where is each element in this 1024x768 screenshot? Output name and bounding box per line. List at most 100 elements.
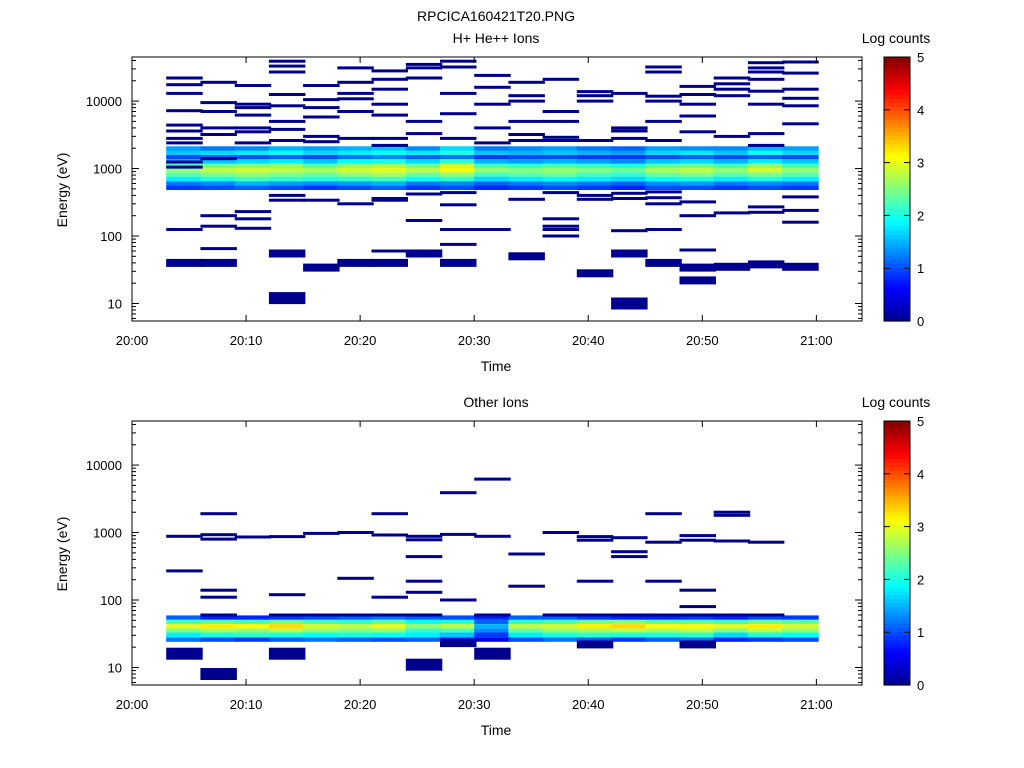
heatmap-cell: [542, 224, 580, 228]
heatmap-cell: [474, 159, 511, 164]
heatmap-cell: [782, 146, 819, 151]
heatmap-cell: [508, 146, 545, 151]
heatmap-cell: [611, 555, 648, 559]
colorbar-segment: [884, 606, 910, 612]
heatmap-cell: [303, 198, 340, 202]
heatmap-cell: [200, 588, 237, 592]
heatmap-cell: [474, 102, 511, 106]
colorbar-segment: [884, 226, 910, 231]
heatmap-cell: [303, 98, 340, 102]
heatmap-cell: [268, 64, 306, 68]
colorbar-segment: [884, 176, 910, 182]
heatmap-cell: [713, 87, 751, 91]
heatmap-cell: [611, 146, 648, 151]
x-tick-label: 21:00: [800, 333, 833, 348]
heatmap-cell: [337, 154, 374, 160]
heatmap-cell: [679, 276, 716, 285]
heatmap-cell: [508, 552, 545, 556]
heatmap-cell: [166, 154, 203, 160]
colorbar-segment: [884, 180, 910, 186]
plot-frame: [131, 420, 863, 686]
colorbar-frame: [883, 420, 911, 686]
heatmap-cell: [645, 579, 682, 583]
heatmap-cell: [747, 159, 785, 164]
colorbar-segment: [884, 503, 910, 509]
y-tick-label: 100: [100, 593, 122, 608]
heatmap-cell: [508, 176, 545, 182]
colorbar-segment: [884, 482, 910, 488]
heatmap-cell: [713, 624, 751, 629]
heatmap-cell: [166, 91, 203, 95]
colorbar-segment: [884, 275, 910, 281]
colorbar-segment: [884, 429, 910, 434]
heatmap-cell: [679, 130, 716, 134]
colorbar-segment: [884, 565, 910, 571]
colorbar-segment: [884, 680, 910, 686]
heatmap-cell: [508, 197, 545, 201]
colorbar-label: Log counts: [862, 30, 931, 46]
colorbar-segment: [884, 238, 910, 244]
x-tick-label: 20:00: [116, 333, 149, 348]
colorbar-segment: [884, 635, 910, 641]
heatmap-cell: [611, 613, 648, 617]
heatmap-cell: [337, 172, 374, 177]
heatmap-cell: [268, 168, 306, 173]
heatmap-cell: [303, 150, 340, 155]
heatmap-cell: [200, 668, 237, 680]
colorbar-segment: [884, 614, 910, 620]
colorbar-segment: [884, 316, 910, 322]
heatmap-cell: [747, 89, 785, 93]
heatmap-cell: [166, 160, 203, 164]
heatmap-cell: [234, 154, 272, 160]
colorbar-tick-label: 5: [917, 50, 924, 65]
heatmap-cell: [405, 185, 443, 190]
heatmap-cell: [782, 71, 819, 75]
heatmap-cell: [371, 77, 408, 81]
heatmap-cell: [542, 185, 580, 190]
colorbar-segment: [884, 598, 910, 604]
colorbar-tick-label: 5: [917, 414, 924, 429]
heatmap-cell: [371, 615, 408, 620]
heatmap-cell: [337, 202, 374, 206]
y-tick-label: 10000: [86, 458, 122, 473]
colorbar-segment: [884, 168, 910, 174]
heatmap-cell: [508, 185, 545, 190]
heatmap-cell: [474, 628, 511, 633]
heatmap-cell: [234, 163, 272, 168]
heatmap-cell: [440, 619, 477, 624]
colorbar-segment: [884, 197, 910, 202]
heatmap-cell: [645, 190, 682, 194]
heatmap-cell: [440, 598, 477, 602]
heatmap-cell: [508, 632, 545, 638]
heatmap-cell: [166, 619, 203, 624]
heatmap-cell: [405, 658, 443, 671]
heatmap-cell: [611, 163, 648, 168]
heatmap-cell: [542, 119, 580, 123]
panel-title: H+ He++ Ions: [453, 30, 540, 46]
colorbar-segment: [884, 271, 910, 277]
y-tick-label: 1000: [93, 526, 122, 541]
heatmap-cell: [782, 624, 819, 629]
heatmap-cell: [268, 59, 306, 63]
heatmap-cell: [166, 534, 203, 538]
y-tick-label: 1000: [93, 162, 122, 177]
heatmap-cell: [440, 242, 477, 246]
figure-title: RPCICA160421T20.PNG: [417, 8, 575, 24]
heatmap-cell: [679, 181, 716, 186]
heatmap-cell: [200, 110, 237, 113]
heatmap-cell: [542, 217, 580, 221]
heatmap-cell: [782, 154, 819, 160]
heatmap-cell: [645, 65, 682, 69]
heatmap-cell: [166, 141, 203, 145]
heatmap-cell: [371, 637, 408, 642]
heatmap-cell: [542, 632, 580, 638]
heatmap-cell: [405, 119, 443, 123]
heatmap-cell: [268, 185, 306, 190]
heatmap-cell: [542, 531, 580, 534]
heatmap-cell: [166, 83, 203, 87]
colorbar-tick-label: 4: [917, 467, 924, 482]
heatmap-cell: [371, 176, 408, 182]
colorbar-tick-label: 2: [917, 572, 924, 587]
colorbar-segment: [884, 85, 910, 91]
heatmap-cell: [200, 628, 237, 633]
